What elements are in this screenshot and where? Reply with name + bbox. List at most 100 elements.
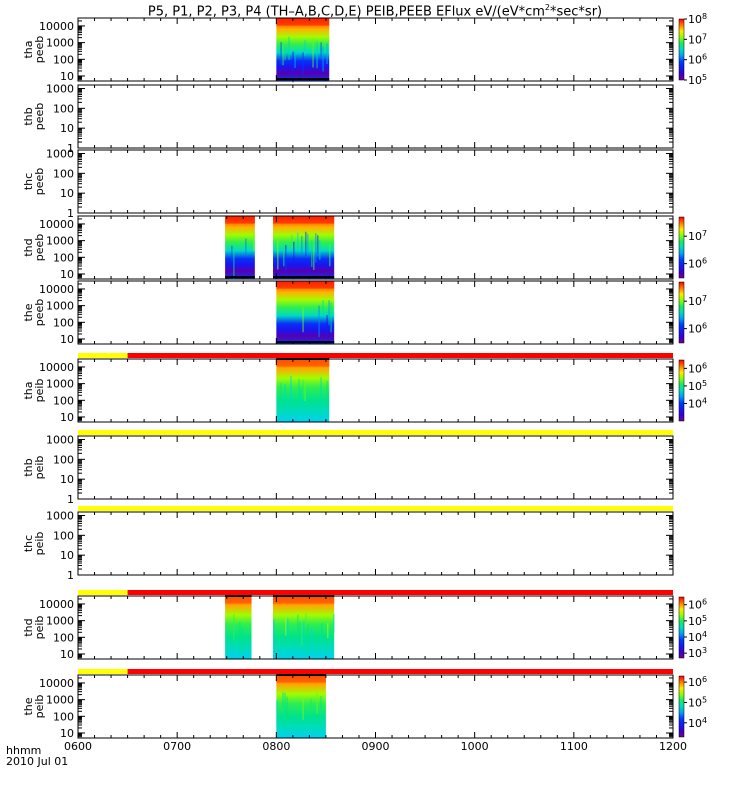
spectrogram-streak xyxy=(285,245,287,271)
probe-label: tha xyxy=(22,40,35,58)
instrument-label: peeb xyxy=(33,103,46,131)
x-tick-label: 0700 xyxy=(163,740,191,753)
y-tick-label: 10 xyxy=(60,333,74,346)
spectrogram-streak xyxy=(303,620,305,643)
mode-bar-red xyxy=(127,590,674,595)
spectrogram-streak xyxy=(233,247,235,279)
y-tick-label: 10 xyxy=(60,727,74,740)
spectrogram-streak xyxy=(293,241,295,271)
spectrogram-streak xyxy=(282,44,284,66)
spectrogram-streak xyxy=(282,692,284,708)
colorbar-tick-label: 104 xyxy=(688,630,707,644)
spectrogram-streak xyxy=(311,240,313,267)
plot-frame xyxy=(77,511,674,576)
y-tick-label: 10 xyxy=(60,187,74,200)
spectrogram-streak xyxy=(320,377,322,404)
time-axis-label: hhmm xyxy=(6,744,42,757)
mode-bar-yellow xyxy=(78,669,128,674)
spectrogram-streak xyxy=(326,43,328,65)
y-tick-label: 100 xyxy=(53,529,74,542)
colorbar xyxy=(678,281,685,344)
spectrogram-streak xyxy=(307,233,309,256)
colorbar-tick-label: 105 xyxy=(688,695,707,709)
spectrogram-streak xyxy=(285,618,287,636)
y-tick-label: 10 xyxy=(60,70,74,83)
y-tick-label: 10000 xyxy=(39,677,74,690)
date-label: 2010 Jul 01 xyxy=(6,755,69,768)
spectrogram-streak xyxy=(316,692,318,714)
y-tick-label: 1 xyxy=(67,142,74,155)
spectrogram-streak xyxy=(304,384,306,401)
y-tick-label: 1000 xyxy=(46,82,74,95)
mode-bar-yellow xyxy=(78,430,673,435)
spectrogram-streak xyxy=(326,314,328,338)
plot-frame xyxy=(77,358,674,423)
colorbar-tick-label: 105 xyxy=(688,614,707,628)
colorbar-tick-label: 105 xyxy=(688,73,707,87)
spectrogram-high-energy xyxy=(276,675,326,683)
spectrogram-streak xyxy=(301,236,303,255)
plot-frame xyxy=(77,17,674,82)
instrument-label: peeb xyxy=(33,299,46,327)
x-tick-label: 0600 xyxy=(64,740,92,753)
data-flag-line xyxy=(276,78,330,80)
spectrogram-streak xyxy=(305,613,307,628)
probe-label: the xyxy=(22,303,35,321)
y-tick-label: 10 xyxy=(60,122,74,135)
spectrogram-streak xyxy=(299,621,301,645)
spectrogram-streak xyxy=(328,300,330,326)
mode-bar-red xyxy=(127,353,674,358)
y-tick-label: 100 xyxy=(53,167,74,180)
y-tick-label: 10 xyxy=(60,648,74,661)
y-tick-label: 1000 xyxy=(46,37,74,50)
colorbar-tick-label: 105 xyxy=(688,379,707,393)
instrument-label: peeb xyxy=(33,168,46,196)
spectrogram-streak xyxy=(327,623,329,639)
spectrogram-block xyxy=(225,216,255,279)
spectrogram-streak xyxy=(330,302,332,333)
spectrogram-streak xyxy=(286,696,288,725)
colorbar-tick-label: 103 xyxy=(688,646,707,660)
spectrogram-streak xyxy=(312,38,314,68)
colorbar-tick-label: 106 xyxy=(688,361,707,375)
instrument-label: peib xyxy=(33,532,46,556)
spectrogram-streak xyxy=(301,624,303,647)
spectrogram-streak xyxy=(307,624,309,656)
spectrogram-streak xyxy=(316,41,318,69)
y-tick-label: 1000 xyxy=(46,147,74,160)
spectrogram-high-energy xyxy=(225,216,255,224)
spectrogram-high-energy xyxy=(225,596,252,604)
instrument-label: peeb xyxy=(33,36,46,64)
mode-bar-red xyxy=(127,669,674,674)
colorbar xyxy=(678,596,685,659)
y-tick-label: 1 xyxy=(67,569,74,582)
spectrogram-high-energy xyxy=(276,18,330,26)
y-tick-label: 1000 xyxy=(46,615,74,628)
mode-bar-yellow xyxy=(78,506,673,511)
y-tick-label: 10 xyxy=(60,268,74,281)
instrument-label: peib xyxy=(33,695,46,719)
y-tick-label: 100 xyxy=(53,102,74,115)
y-tick-label: 1 xyxy=(67,207,74,220)
spectrogram-streak xyxy=(253,231,255,252)
colorbar-tick-label: 107 xyxy=(688,229,707,243)
probe-label: the xyxy=(22,697,35,715)
y-tick-label: 10000 xyxy=(39,598,74,611)
spectrogram-block xyxy=(225,596,252,659)
data-flag-line xyxy=(225,276,255,278)
plot-frame xyxy=(77,84,674,149)
instrument-label: peib xyxy=(33,456,46,480)
y-tick-label: 10000 xyxy=(39,361,74,374)
spectrogram-high-energy xyxy=(273,596,335,604)
spectrogram-streak xyxy=(287,618,289,638)
probe-label: thc xyxy=(22,173,35,190)
spectrogram-streak xyxy=(277,240,279,270)
spectrogram-streak xyxy=(302,52,304,74)
spectrogram-streak xyxy=(320,696,322,709)
